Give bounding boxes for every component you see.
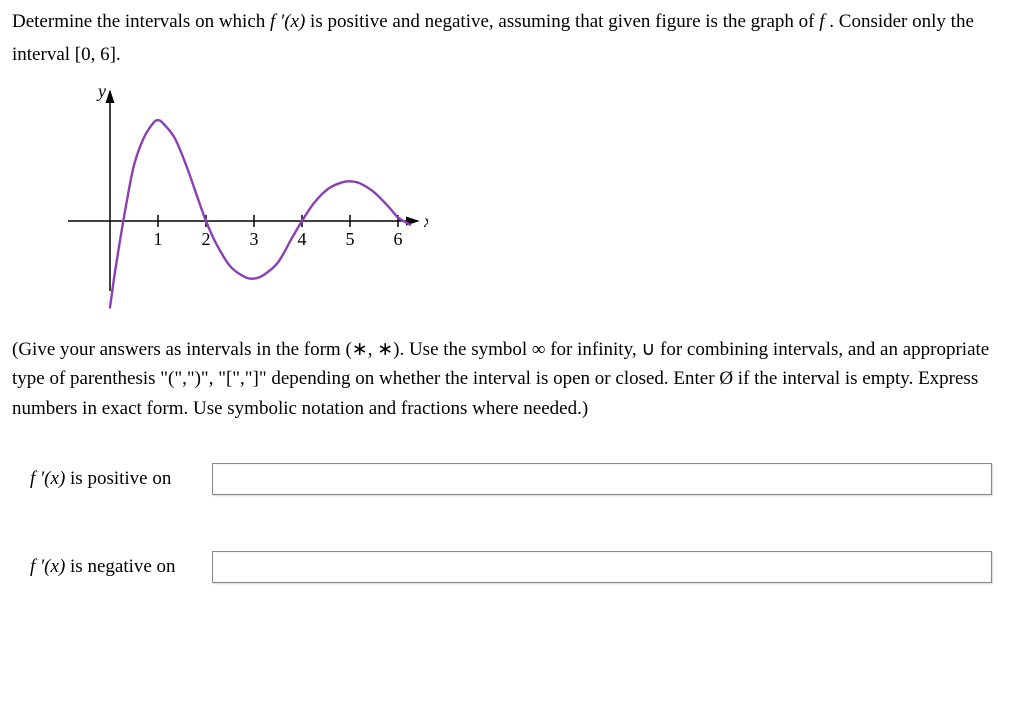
math-fprime: f ′(x) [270,11,305,32]
question-text-pre: Determine the intervals on which [12,11,270,32]
answer-row-negative: f ′(x) is negative on [12,551,1012,583]
svg-text:x: x [423,211,428,231]
label-rest-positive: is positive on [65,468,171,489]
instructions-line-3: numbers in exact form. Use symbolic nota… [12,398,588,419]
instructions-line-2: type of parenthesis "(",")", "[","]" dep… [12,368,978,389]
svg-text:4: 4 [298,229,307,249]
answer-input-positive[interactable] [212,463,992,495]
answer-label-positive: f ′(x) is positive on [12,468,212,490]
svg-text:5: 5 [346,229,355,249]
answer-label-negative: f ′(x) is negative on [12,556,212,578]
graph-figure: x y 1 2 3 4 5 6 [48,81,1012,311]
instructions: (Give your answers as intervals in the f… [12,335,1012,423]
question-text-mid: is positive and negative, assuming that … [310,11,819,32]
answer-input-negative[interactable] [212,551,992,583]
svg-text:2: 2 [202,229,211,249]
question-line-1: Determine the intervals on which f ′(x) … [12,8,1012,37]
label-rest-negative: is negative on [65,556,175,577]
instructions-line-1: (Give your answers as intervals in the f… [12,339,989,360]
svg-text:3: 3 [250,229,259,249]
label-fn-positive: f ′(x) [30,468,65,489]
svg-text:6: 6 [394,229,403,249]
question-text-post: . Consider only the [829,11,974,32]
graph-svg: x y 1 2 3 4 5 6 [48,81,428,311]
svg-text:1: 1 [154,229,163,249]
question-line-2: interval [0, 6]. [12,41,1012,70]
label-fn-negative: f ′(x) [30,556,65,577]
svg-text:y: y [96,81,106,101]
answer-row-positive: f ′(x) is positive on [12,463,1012,495]
math-f: f [819,11,824,32]
